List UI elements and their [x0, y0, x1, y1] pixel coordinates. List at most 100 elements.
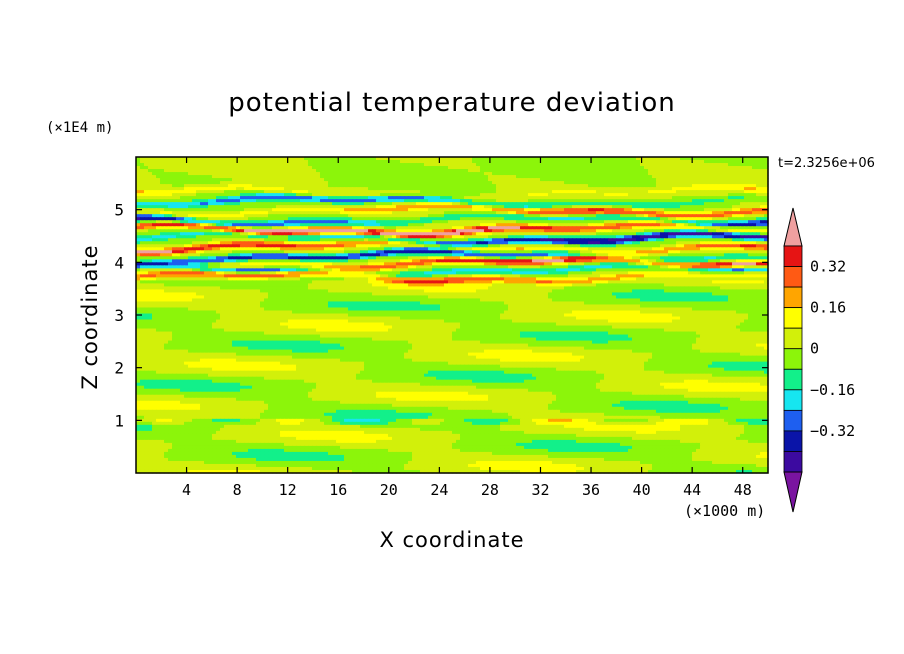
field-cell	[440, 175, 445, 179]
field-cell	[280, 172, 285, 176]
field-cell	[448, 163, 453, 167]
field-cell	[464, 163, 469, 167]
field-cell	[596, 169, 601, 173]
field-cell	[624, 172, 629, 176]
field-cell	[540, 160, 545, 164]
field-cell	[372, 169, 377, 173]
field-cell	[660, 166, 665, 170]
field-cell	[408, 172, 413, 176]
field-cell	[396, 157, 401, 161]
field-cell	[260, 166, 265, 170]
field-cell	[724, 163, 729, 167]
field-cell	[236, 175, 241, 179]
field-cell	[664, 169, 669, 173]
field-cell	[240, 163, 245, 167]
field-cell	[584, 169, 589, 173]
field-cell	[748, 166, 753, 170]
field-cell	[576, 163, 581, 167]
field-cell	[172, 175, 177, 179]
field-cell	[392, 172, 397, 176]
contour-field	[136, 157, 769, 474]
field-cell	[444, 172, 449, 176]
field-cell	[220, 178, 225, 182]
field-cell	[180, 160, 185, 164]
field-cell	[280, 169, 285, 173]
field-cell	[592, 163, 597, 167]
field-cell	[496, 175, 501, 179]
field-cell	[340, 163, 345, 167]
field-cell	[544, 163, 549, 167]
field-cell	[324, 163, 329, 167]
field-cell	[688, 175, 693, 179]
field-cell	[136, 166, 141, 170]
field-cell	[632, 160, 637, 164]
field-cell	[204, 178, 209, 182]
field-cell	[260, 163, 265, 167]
field-cell	[488, 163, 493, 167]
field-cell	[528, 175, 533, 179]
field-cell	[472, 160, 477, 164]
field-cell	[608, 160, 613, 164]
field-cell	[308, 157, 313, 161]
field-cell	[224, 172, 229, 176]
field-cell	[680, 160, 685, 164]
field-cell	[628, 169, 633, 173]
field-cell	[228, 163, 233, 167]
field-cell	[304, 160, 309, 164]
field-cell	[320, 175, 325, 179]
field-cell	[588, 175, 593, 179]
field-cell	[432, 172, 437, 176]
field-cell	[304, 163, 309, 167]
field-cell	[732, 166, 737, 170]
field-cell	[752, 163, 757, 167]
field-cell	[404, 163, 409, 167]
field-cell	[252, 166, 257, 170]
field-cell	[696, 160, 701, 164]
field-cell	[392, 163, 397, 167]
field-cell	[688, 160, 693, 164]
field-cell	[412, 166, 417, 170]
field-cell	[364, 172, 369, 176]
field-cell	[276, 157, 281, 161]
field-cell	[352, 175, 357, 179]
field-cell	[136, 169, 141, 173]
field-cell	[488, 178, 493, 182]
field-cell	[220, 172, 225, 176]
field-cell	[408, 169, 413, 173]
field-cell	[380, 172, 385, 176]
field-cell	[708, 157, 713, 161]
field-cell	[392, 175, 397, 179]
field-cell	[592, 157, 597, 161]
field-cell	[624, 160, 629, 164]
field-cell	[336, 163, 341, 167]
field-cell	[648, 163, 653, 167]
field-cell	[520, 157, 525, 161]
field-cell	[652, 169, 657, 173]
field-cell	[220, 169, 225, 173]
field-cell	[500, 175, 505, 179]
field-cell	[492, 169, 497, 173]
field-cell	[628, 163, 633, 167]
field-cell	[668, 160, 673, 164]
field-cell	[664, 163, 669, 167]
field-cell	[316, 172, 321, 176]
field-cell	[588, 169, 593, 173]
field-cell	[652, 157, 657, 161]
field-cell	[600, 163, 605, 167]
field-cell	[592, 169, 597, 173]
field-cell	[492, 166, 497, 170]
field-cell	[492, 163, 497, 167]
field-cell	[368, 157, 373, 161]
field-cell	[396, 172, 401, 176]
field-cell	[360, 172, 365, 176]
field-cell	[308, 175, 313, 179]
field-cell	[332, 175, 337, 179]
field-cell	[584, 160, 589, 164]
field-cell	[652, 166, 657, 170]
field-cell	[200, 160, 205, 164]
field-cell	[372, 157, 377, 161]
field-cell	[364, 160, 369, 164]
field-cell	[320, 166, 325, 170]
field-cell	[528, 172, 533, 176]
field-cell	[484, 172, 489, 176]
